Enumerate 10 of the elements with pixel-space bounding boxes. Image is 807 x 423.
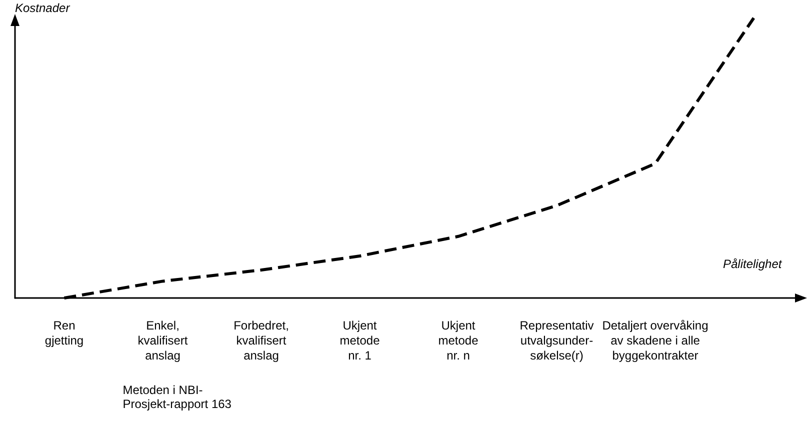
x-tick-label: Representativ utvalgsunder- søkelse(r) [520, 318, 594, 362]
text: Metoden i NBI- Prosjekt-rapport 163 [122, 383, 232, 411]
x-tick-label: Ren gjetting [44, 318, 84, 348]
y-axis-title: Kostnader [15, 1, 71, 15]
x-tick-label: Forbedret, kvalifisert anslag [234, 318, 289, 362]
x-tick-label: Detaljert overvåking av skadene i alle byggekontrakter [602, 318, 708, 362]
x-axis-title: Pålitelighet [723, 257, 782, 271]
x-tick-label: Ukjent metode nr. 1 [340, 318, 380, 362]
x-tick-label: Ukjent metode nr. n [438, 318, 479, 362]
x-tick-label: Enkel, kvalifisert anslag [138, 318, 188, 362]
